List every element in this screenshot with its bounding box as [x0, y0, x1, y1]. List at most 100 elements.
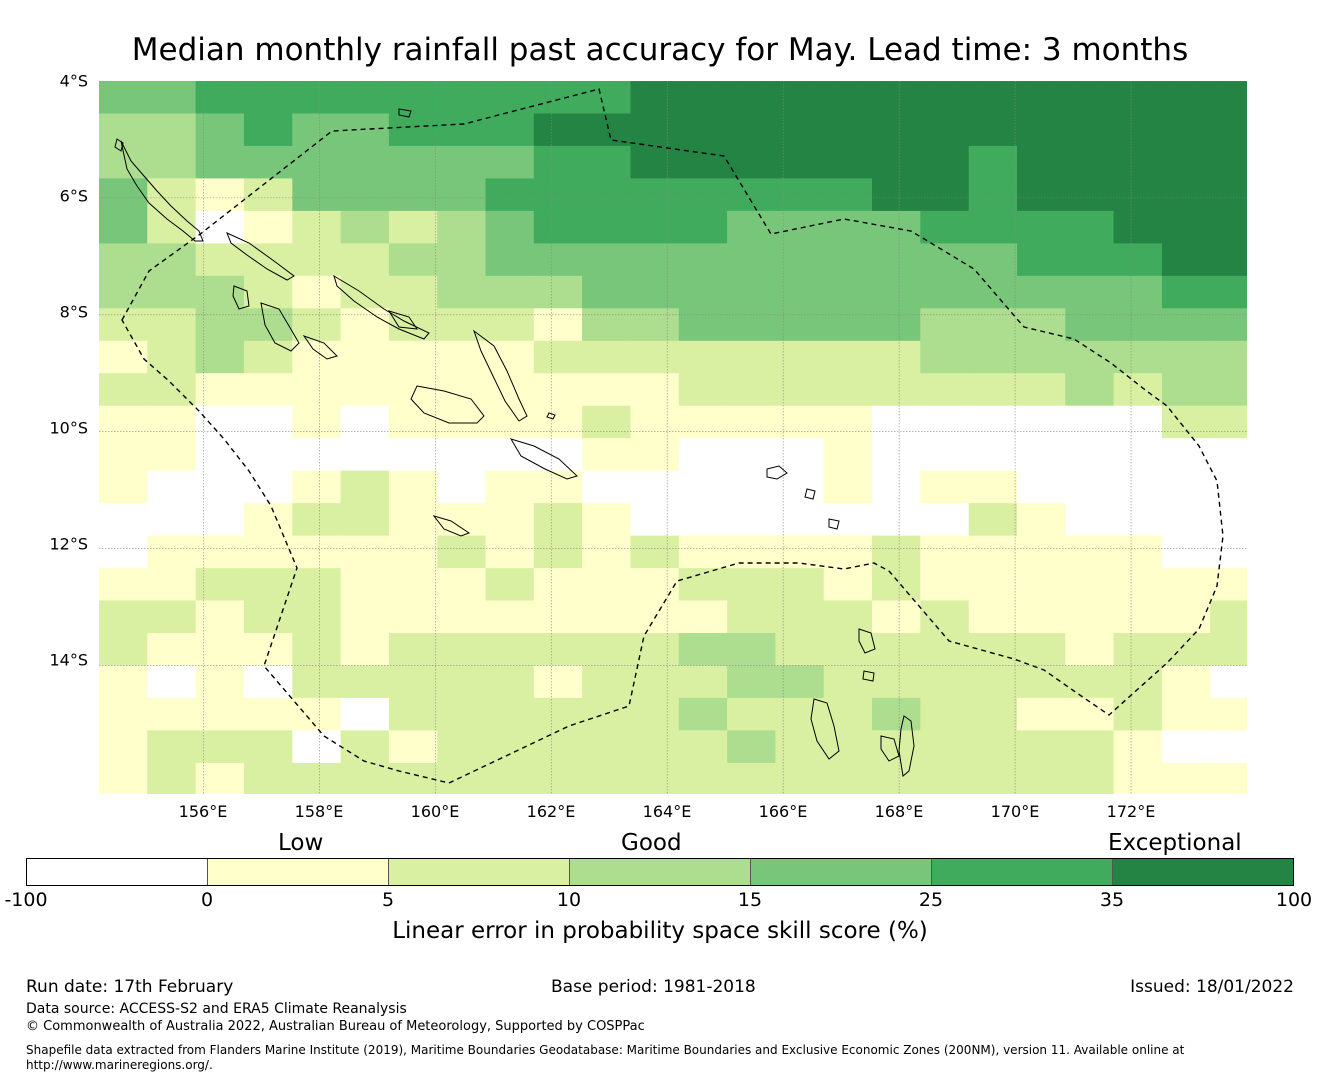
skill-cell: [968, 600, 1018, 634]
skill-cell: [1113, 633, 1163, 667]
skill-cell: [968, 730, 1018, 764]
skill-cell: [147, 210, 197, 244]
skill-cell: [99, 275, 148, 309]
skill-cell: [630, 178, 680, 212]
skill-cell: [678, 81, 728, 115]
skill-cell: [1113, 145, 1163, 179]
skill-cell: [292, 438, 342, 472]
skill-cell: [533, 697, 583, 731]
skill-cell: [533, 81, 583, 115]
skill-cell: [775, 665, 825, 699]
skill-cell: [920, 697, 970, 731]
skill-cell: [727, 243, 776, 277]
skill-cell: [1161, 568, 1211, 602]
skill-cell: [243, 697, 293, 731]
copyright: © Commonwealth of Australia 2022, Austra…: [26, 1019, 645, 1034]
skill-cell: [99, 633, 148, 667]
skill-cell: [1065, 243, 1115, 277]
skill-cell: [678, 730, 728, 764]
skill-cell: [920, 665, 970, 699]
skill-cell: [582, 243, 631, 277]
skill-cell: [195, 697, 245, 731]
skill-cell: [147, 145, 197, 179]
skill-cell: [1065, 340, 1115, 374]
skill-cell: [388, 178, 438, 212]
skill-cell: [582, 373, 631, 407]
skill-cell: [775, 600, 825, 634]
skill-cell: [1113, 275, 1163, 309]
skill-cell: [147, 600, 197, 634]
lon-label-164e: 164°E: [642, 802, 692, 821]
skill-cell: [582, 210, 631, 244]
skill-cell: [195, 340, 245, 374]
island-tikopia: [804, 488, 816, 500]
run-date: Run date: 17th February: [26, 977, 234, 997]
skill-cell: [1113, 113, 1163, 147]
skill-cell: [195, 373, 245, 407]
island-florida: [387, 310, 419, 330]
skill-cell: [920, 568, 970, 602]
island-makira: [509, 438, 578, 480]
skill-cell: [968, 373, 1018, 407]
skill-cell: [775, 535, 825, 569]
skill-cell: [437, 535, 487, 569]
lat-label-8s: 8°S: [59, 302, 88, 322]
skill-cell: [872, 665, 921, 699]
colorbar-tick: 5: [381, 889, 395, 911]
skill-cell: [823, 373, 873, 407]
lon-label-166e: 166°E: [758, 802, 808, 821]
skill-cell: [1017, 210, 1066, 244]
skill-cell: [1017, 308, 1066, 342]
skill-cell: [630, 762, 680, 794]
skill-cell: [292, 503, 342, 537]
skill-cell: [99, 568, 148, 602]
skill-cell: [1017, 145, 1066, 179]
skill-cell: [340, 178, 390, 212]
graticule: [99, 81, 1247, 794]
skill-cell: [99, 81, 148, 115]
skill-cell: [678, 665, 728, 699]
skill-cell: [968, 113, 1018, 147]
skill-cell: [147, 470, 197, 504]
skill-cell: [1210, 340, 1247, 374]
skill-cell: [1161, 373, 1211, 407]
skill-cell: [340, 275, 390, 309]
coastlines: [114, 108, 915, 777]
skill-cell: [292, 568, 342, 602]
lon-label-162e: 162°E: [526, 802, 576, 821]
skill-cell: [823, 470, 873, 504]
skill-cell: [292, 762, 342, 794]
colorbar-segment-2: [389, 859, 570, 885]
skill-cell: [968, 81, 1018, 115]
skill-cell: [1113, 600, 1163, 634]
skill-cell: [437, 373, 487, 407]
skill-cell: [872, 600, 921, 634]
skill-cell: [243, 633, 293, 667]
lon-label-170e: 170°E: [990, 802, 1040, 821]
lon-label-172e: 172°E: [1106, 802, 1156, 821]
skill-cell: [1210, 210, 1247, 244]
skill-cell: [727, 438, 776, 472]
skill-cell: [968, 568, 1018, 602]
skill-cell: [147, 762, 197, 794]
skill-cell: [1113, 665, 1163, 699]
skill-cell: [195, 470, 245, 504]
skill-cell: [437, 243, 487, 277]
skill-cell: [1017, 340, 1066, 374]
skill-cell: [388, 535, 438, 569]
skill-cell: [630, 405, 680, 439]
skill-cell: [1210, 730, 1247, 764]
skill-cell: [823, 730, 873, 764]
skill-cell: [340, 243, 390, 277]
skill-cell: [920, 113, 970, 147]
skill-cell: [388, 438, 438, 472]
skill-cell: [920, 308, 970, 342]
skill-cell: [99, 697, 148, 731]
skill-cell: [775, 113, 825, 147]
skill-cell: [533, 243, 583, 277]
skill-cell: [920, 470, 970, 504]
skill-cell: [340, 145, 390, 179]
skill-cell: [195, 438, 245, 472]
skill-cell: [485, 633, 535, 667]
skill-cell: [630, 665, 680, 699]
